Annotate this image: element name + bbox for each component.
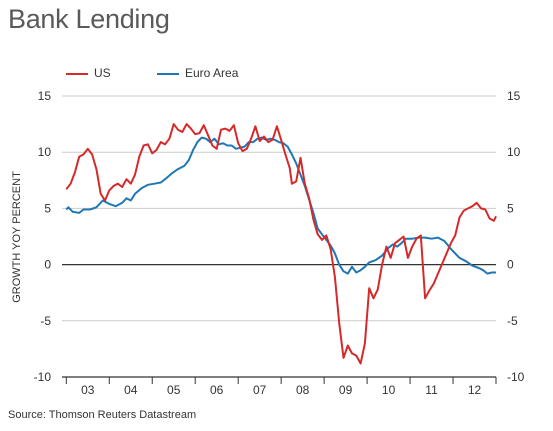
y-tick-label-right: 0 [507, 258, 514, 272]
legend-label-euro-area: Euro Area [185, 66, 239, 80]
y-tick-label-right: -10 [507, 370, 525, 384]
x-tick-label: 03 [81, 383, 95, 397]
y-tick-label-left: 5 [44, 201, 51, 215]
y-tick-label-right: 10 [507, 145, 521, 159]
source-note: Source: Thomson Reuters Datastream [8, 409, 197, 421]
y-tick-label-left: 15 [38, 89, 52, 103]
x-tick-label: 07 [253, 383, 267, 397]
y-tick-label-right: 15 [507, 89, 521, 103]
series-lines [65, 123, 497, 365]
x-tick-label: 04 [124, 383, 138, 397]
x-tick-label: 12 [468, 383, 482, 397]
tick-labels: 15 15 10 10 5 5 0 0 -5 -5 -10 -10 03 04 05 06 07 08 09 10 11… [34, 89, 525, 397]
legend-swatch-us [66, 72, 88, 75]
y-axis-label: GROWTH YOY PERCENT [11, 171, 23, 303]
x-tick-label: 05 [167, 383, 181, 397]
x-tick-label: 10 [382, 383, 396, 397]
grid-lines [62, 95, 496, 322]
legend-item-us: US [66, 66, 111, 80]
y-tick-label-left: -10 [34, 370, 52, 384]
y-tick-label-right: 5 [507, 201, 514, 215]
legend-item-euro-area: Euro Area [157, 66, 238, 80]
x-tick-label: 06 [210, 383, 224, 397]
y-tick-label-left: -5 [40, 314, 51, 328]
legend-swatch-euro-area [157, 72, 179, 75]
x-tick-label: 08 [296, 383, 310, 397]
series-line-euro-area [65, 136, 496, 275]
legend-label-us: US [94, 66, 111, 80]
y-tick-label-right: -5 [507, 314, 518, 328]
x-tick-label: 11 [425, 383, 438, 397]
y-tick-label-left: 10 [38, 145, 52, 159]
chart-title: Bank Lending [8, 4, 170, 34]
x-tick-label: 09 [339, 383, 353, 397]
y-tick-label-left: 0 [44, 258, 51, 272]
axes [62, 264, 497, 384]
series-line-us [65, 123, 497, 365]
